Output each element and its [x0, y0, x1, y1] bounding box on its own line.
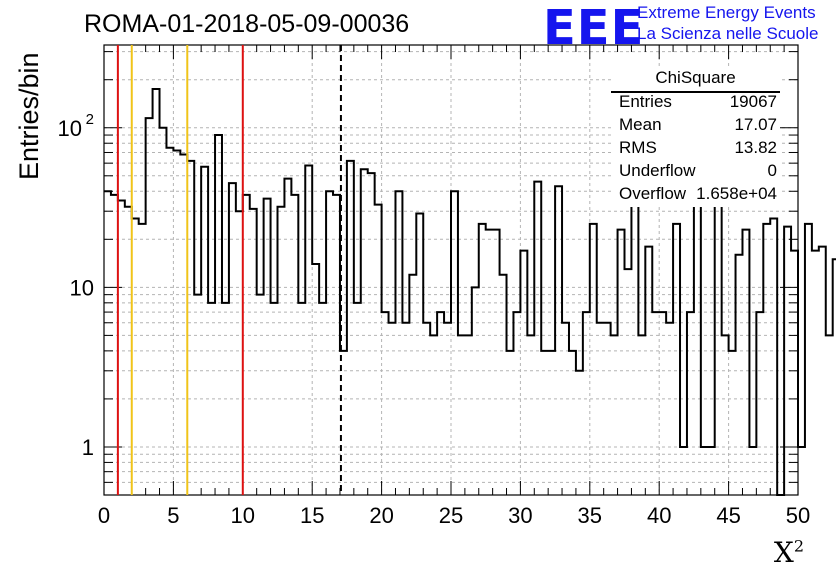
- stats-row-rms: RMS 13.82: [619, 138, 777, 160]
- stats-value: 1.658e+04: [696, 184, 777, 203]
- stats-row-underflow: Underflow 0: [619, 161, 777, 183]
- stats-key: Mean: [619, 115, 662, 134]
- x-axis-label: X2: [774, 536, 804, 569]
- eee-logo: EEE: [543, 0, 645, 56]
- y-tick-label: 10: [58, 116, 82, 141]
- logo-caption-line1: Extreme Energy Events: [637, 3, 816, 22]
- y-axis-label: Entries/bin: [8, 52, 48, 180]
- y-axis-label-text: Entries/bin: [14, 52, 44, 180]
- stats-box: ChiSquare Entries 19067 Mean 17.07 RMS 1…: [611, 67, 780, 207]
- stats-key: RMS: [619, 138, 657, 157]
- x-tick-label: 35: [578, 503, 602, 528]
- stats-value: 0: [767, 161, 777, 180]
- x-tick-label: 30: [508, 503, 532, 528]
- y-tick-label: 10: [70, 275, 94, 300]
- x-tick-label: 15: [300, 503, 324, 528]
- x-tick-label: 10: [231, 503, 255, 528]
- stats-row-mean: Mean 17.07: [619, 115, 777, 137]
- x-axis-label-text: X: [773, 536, 794, 569]
- stats-value: 19067: [729, 92, 777, 111]
- stats-key: Overflow: [619, 184, 687, 203]
- stats-box-background: [611, 67, 780, 207]
- stats-box-divider: [611, 91, 780, 93]
- stats-row-entries: Entries 19067: [619, 92, 777, 114]
- stats-row-overflow: Overflow 1.658e+04: [619, 184, 777, 206]
- stats-box-title: ChiSquare: [655, 68, 736, 87]
- stats-key: Underflow: [619, 161, 696, 180]
- x-tick-label: 5: [167, 503, 179, 528]
- x-tick-label: 40: [647, 503, 671, 528]
- x-tick-label: 25: [439, 503, 463, 528]
- stats-value: 17.07: [734, 115, 777, 134]
- y-tick-label-exponent: 2: [86, 111, 94, 128]
- stats-key: Entries: [619, 92, 672, 111]
- stats-value: 13.82: [734, 138, 777, 157]
- histogram-series: [104, 87, 836, 496]
- y-tick-label: 1: [82, 435, 94, 460]
- x-tick-label: 45: [716, 503, 740, 528]
- x-tick-label: 20: [369, 503, 393, 528]
- x-tick-label: 0: [98, 503, 110, 528]
- run-title: ROMA-01-2018-05-09-00036: [84, 10, 410, 38]
- x-axis-label-superscript: 2: [793, 536, 804, 556]
- x-tick-label: 50: [786, 503, 810, 528]
- logo-caption-line2: La Scienza nelle Scuole: [637, 24, 819, 43]
